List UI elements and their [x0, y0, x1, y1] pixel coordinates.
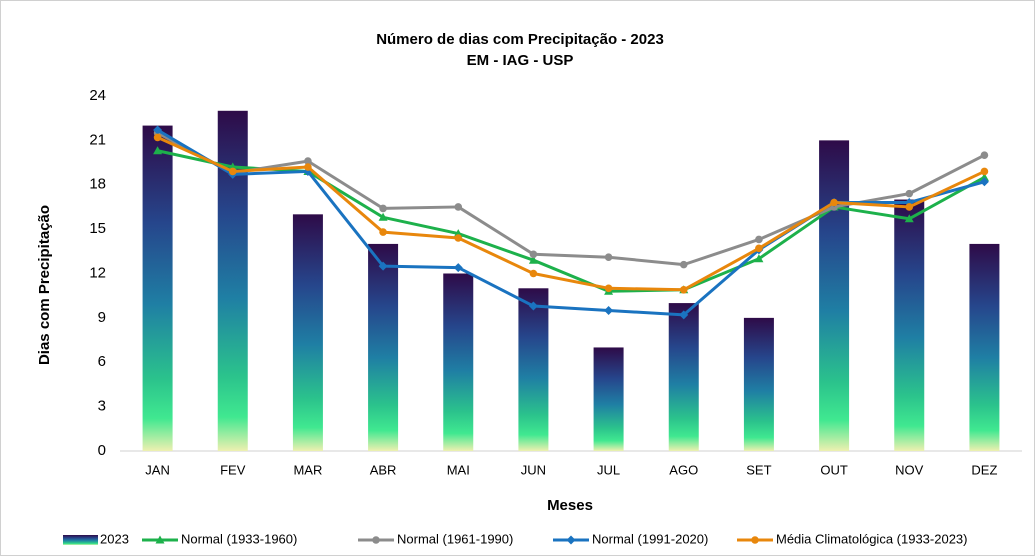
marker: [604, 305, 614, 315]
y-tick-label: 21: [89, 131, 106, 148]
marker: [153, 146, 163, 155]
marker: [379, 204, 387, 213]
legend-marker: [155, 535, 165, 544]
marker: [453, 263, 463, 273]
marker: [529, 250, 538, 259]
y-tick-label: 24: [89, 87, 106, 104]
marker: [528, 255, 538, 264]
legend-label: 2023: [100, 531, 129, 546]
marker: [679, 310, 689, 320]
x-tick-label: AGO: [669, 462, 698, 477]
marker: [979, 177, 989, 187]
bar: [743, 317, 774, 451]
marker: [980, 151, 989, 159]
bar: [894, 199, 925, 451]
legend-label: Normal (1961-1990): [397, 531, 513, 546]
bar: [969, 243, 1000, 451]
legend-label: Normal (1991-2020): [592, 531, 708, 546]
y-tick-label: 0: [98, 442, 106, 459]
bar: [292, 214, 323, 451]
marker: [228, 167, 237, 176]
marker: [604, 253, 613, 262]
marker: [304, 157, 312, 165]
marker: [378, 261, 388, 271]
legend-marker: [566, 535, 576, 545]
marker: [153, 125, 163, 135]
marker: [604, 284, 613, 293]
bar: [819, 140, 850, 451]
x-tick-label: JUN: [521, 462, 546, 477]
x-tick-label: ABR: [370, 462, 397, 477]
marker: [904, 214, 914, 223]
y-tick-label: 15: [89, 220, 106, 237]
marker: [905, 203, 914, 211]
y-tick-label: 3: [98, 398, 106, 415]
y-tick-label: 6: [98, 353, 106, 370]
legend-swatch: [63, 535, 98, 545]
marker: [980, 167, 989, 176]
marker: [755, 244, 763, 253]
x-tick-label: SET: [746, 462, 771, 477]
legend-marker: [372, 536, 380, 544]
legend-label: Média Climatológica (1933-2023): [776, 531, 968, 546]
chart-title: Número de dias com Precipitação - 2023: [376, 31, 664, 48]
x-tick-label: MAI: [447, 462, 470, 477]
marker: [304, 163, 312, 171]
marker: [528, 301, 538, 311]
x-tick-label: OUT: [820, 462, 848, 477]
marker: [679, 285, 688, 294]
bar: [443, 273, 474, 451]
x-tick-label: NOV: [895, 462, 924, 477]
legend-label: Normal (1933-1960): [181, 531, 297, 546]
y-tick-label: 12: [89, 264, 106, 281]
chart-subtitle: EM - IAG - USP: [467, 52, 574, 69]
x-tick-label: JUL: [597, 462, 620, 477]
marker: [979, 172, 989, 181]
x-tick-label: JAN: [145, 462, 170, 477]
marker: [454, 234, 463, 242]
marker: [454, 203, 463, 211]
x-tick-label: FEV: [220, 462, 246, 477]
marker: [905, 189, 914, 198]
marker: [153, 133, 162, 142]
marker: [379, 228, 387, 236]
x-axis-label: Meses: [547, 497, 593, 514]
bar: [518, 288, 549, 451]
y-axis-label: Dias com Precipitação: [36, 205, 53, 365]
bar: [593, 347, 624, 451]
legend-marker: [751, 536, 759, 544]
marker: [754, 254, 764, 263]
y-tick-label: 18: [89, 176, 106, 193]
marker: [529, 269, 538, 278]
x-tick-label: MAR: [293, 462, 322, 477]
marker: [830, 198, 838, 207]
x-tick-label: DEZ: [971, 462, 997, 477]
line: [156, 136, 986, 292]
marker: [378, 212, 388, 221]
marker: [755, 235, 763, 244]
bar: [142, 125, 173, 451]
marker: [679, 260, 688, 269]
bar: [217, 110, 248, 452]
bar: [668, 303, 699, 451]
bar: [368, 243, 399, 451]
y-tick-label: 9: [98, 309, 106, 326]
